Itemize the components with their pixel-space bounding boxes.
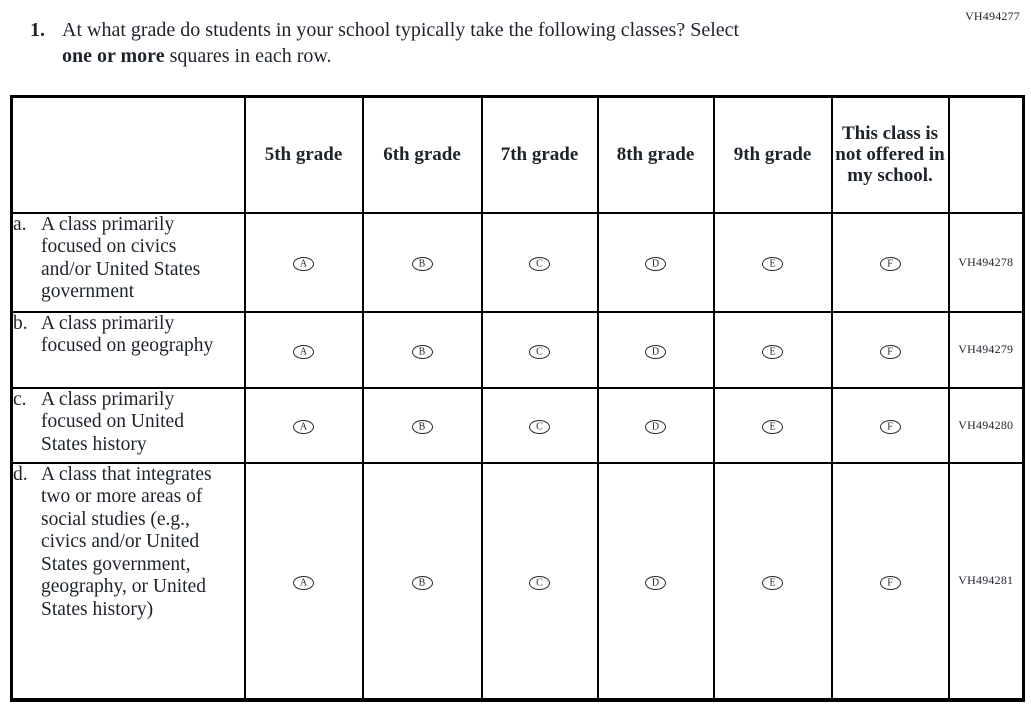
row-b-cell-6th: B <box>361 310 483 389</box>
row-a-cell-7th: C <box>480 211 599 313</box>
table-row-d: d. A class that integrates two or more a… <box>10 461 1025 701</box>
row-a-cell-5th: A <box>243 211 364 313</box>
header-row: 5th grade 6th grade 7th grade 8th grade … <box>10 95 1025 214</box>
row-d-bubble-A[interactable]: A <box>293 575 314 590</box>
row-d-cell-9th: E <box>712 461 833 701</box>
row-b-bubble-B[interactable]: B <box>411 344 433 359</box>
row-a-bubble-E[interactable]: E <box>762 257 783 271</box>
row-c-bubble-E[interactable]: E <box>762 420 783 434</box>
row-c-letter: c. <box>13 388 27 410</box>
row-b-code: VH494279 <box>947 310 1025 389</box>
question-text-bold: one or more <box>62 45 165 67</box>
row-c-bubble-D[interactable]: D <box>645 420 666 434</box>
form-accession-code: VH494277 <box>965 9 1020 23</box>
row-c-cell-not-offered: F <box>830 386 950 464</box>
col-header-8th-grade: 8th grade <box>596 95 715 214</box>
question-text-rest: squares in each row. <box>164 45 332 67</box>
row-b-label: A class primarily focused on geography <box>41 312 214 357</box>
row-d-label-cell: d. A class that integrates two or more a… <box>10 461 246 701</box>
row-d-bubble-F[interactable]: F <box>879 575 901 590</box>
col-header-not-offered: This class is not offered in my school. <box>830 95 950 214</box>
row-a-code: VH494278 <box>947 211 1025 313</box>
row-c-bubble-F[interactable]: F <box>879 420 901 434</box>
row-d-cell-5th: A <box>243 461 364 701</box>
row-c-code: VH494280 <box>947 386 1025 464</box>
row-c-bubble-B[interactable]: B <box>411 420 433 434</box>
row-b-cell-5th: A <box>243 310 364 389</box>
col-header-7th-grade: 7th grade <box>480 95 599 214</box>
row-a-cell-9th: E <box>712 211 833 313</box>
question-block: 1. At what grade do students in your sch… <box>30 17 1031 69</box>
row-c-cell-8th: D <box>596 386 715 464</box>
row-a-cell-6th: B <box>361 211 483 313</box>
col-header-5th-grade: 5th grade <box>243 95 364 214</box>
row-b-bubble-F[interactable]: F <box>879 344 901 359</box>
question-number: 1. <box>30 19 45 41</box>
row-a-cell-8th: D <box>596 211 715 313</box>
row-d-cell-7th: C <box>480 461 599 701</box>
row-d-bubble-C[interactable]: C <box>529 575 550 590</box>
col-header-9th-grade: 9th grade <box>712 95 833 214</box>
row-c-bubble-C[interactable]: C <box>529 420 550 434</box>
row-b-label-cell: b. A class primarily focused on geograph… <box>10 310 246 389</box>
row-c-bubble-A[interactable]: A <box>293 420 314 434</box>
row-d-bubble-E[interactable]: E <box>762 575 783 590</box>
row-a-bubble-F[interactable]: F <box>879 257 901 271</box>
row-a-bubble-C[interactable]: C <box>529 257 550 271</box>
row-d-label: A class that integrates two or more area… <box>41 463 212 620</box>
row-b-cell-8th: D <box>596 310 715 389</box>
row-c-label-cell: c. A class primarily focused on United S… <box>10 386 246 464</box>
row-a-bubble-B[interactable]: B <box>411 257 433 271</box>
table-row-b: b. A class primarily focused on geograph… <box>10 310 1025 389</box>
row-d-cell-not-offered: F <box>830 461 950 701</box>
header-empty-code-col <box>947 95 1025 214</box>
row-c-label: A class primarily focused on United Stat… <box>41 388 184 455</box>
row-d-code: VH494281 <box>947 461 1025 701</box>
question-text-line1: At what grade do students in your school… <box>62 19 740 41</box>
row-c-cell-6th: B <box>361 386 483 464</box>
row-d-bubble-B[interactable]: B <box>411 575 433 590</box>
row-a-cell-not-offered: F <box>830 211 950 313</box>
row-a-bubble-A[interactable]: A <box>293 257 314 271</box>
row-d-letter: d. <box>13 463 28 485</box>
row-c-cell-5th: A <box>243 386 364 464</box>
row-c-cell-9th: E <box>712 386 833 464</box>
row-c-cell-7th: C <box>480 386 599 464</box>
row-d-bubble-D[interactable]: D <box>645 575 666 590</box>
question-text: At what grade do students in your school… <box>62 17 739 69</box>
row-a-label-cell: a. A class primarily focused on civics a… <box>10 211 246 313</box>
col-header-6th-grade: 6th grade <box>361 95 483 214</box>
row-a-bubble-D[interactable]: D <box>645 257 666 271</box>
row-a-letter: a. <box>13 213 27 235</box>
grade-selection-table: 5th grade 6th grade 7th grade 8th grade … <box>10 95 1025 702</box>
row-b-cell-not-offered: F <box>830 310 950 389</box>
row-a-label: A class primarily focused on civics and/… <box>41 213 201 303</box>
row-b-bubble-A[interactable]: A <box>293 344 314 359</box>
header-empty-label-col <box>10 95 246 214</box>
row-b-cell-9th: E <box>712 310 833 389</box>
table-row-a: a. A class primarily focused on civics a… <box>10 211 1025 313</box>
row-d-cell-8th: D <box>596 461 715 701</box>
row-b-cell-7th: C <box>480 310 599 389</box>
row-b-bubble-C[interactable]: C <box>529 344 550 359</box>
row-d-cell-6th: B <box>361 461 483 701</box>
row-b-bubble-D[interactable]: D <box>645 344 666 359</box>
row-b-bubble-E[interactable]: E <box>762 344 783 359</box>
row-b-letter: b. <box>13 312 28 334</box>
table-row-c: c. A class primarily focused on United S… <box>10 386 1025 464</box>
